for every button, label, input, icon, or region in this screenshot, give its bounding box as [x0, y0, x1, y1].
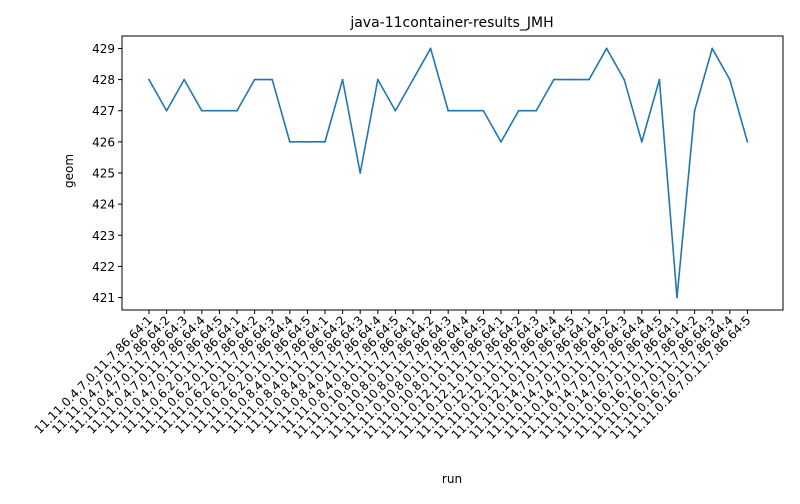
data-point	[535, 109, 538, 112]
data-point	[464, 109, 467, 112]
y-tick-label: 426	[92, 135, 115, 149]
y-tick-label: 421	[92, 291, 115, 305]
data-point	[746, 140, 749, 143]
data-point	[306, 140, 309, 143]
series-layer	[148, 47, 749, 299]
data-point	[359, 172, 362, 174]
data-point	[658, 78, 661, 81]
x-axis-label: run	[442, 472, 462, 486]
data-point	[693, 109, 696, 112]
data-point	[412, 78, 414, 81]
data-point	[183, 78, 186, 81]
data-point	[341, 78, 344, 81]
data-point	[394, 109, 397, 112]
chart-title: java-11container-results_JMH	[349, 15, 553, 31]
data-point	[218, 109, 221, 112]
data-point	[376, 78, 379, 81]
plot-frame	[121, 35, 784, 311]
data-point	[517, 109, 520, 112]
data-point	[588, 78, 590, 81]
data-point	[148, 78, 150, 81]
data-point	[324, 140, 326, 143]
y-tick-label: 422	[92, 260, 115, 274]
x-axis-ticks: 11.11.0.4.7.0.11.7.86.64:111.11.0.4.7.0.…	[32, 310, 754, 442]
data-point	[288, 140, 291, 143]
data-point	[605, 47, 608, 50]
y-tick-label: 429	[92, 42, 115, 56]
data-point	[552, 78, 555, 81]
y-tick-label: 425	[92, 167, 115, 181]
y-tick-label: 423	[92, 229, 115, 243]
data-point	[676, 296, 678, 299]
data-point	[271, 78, 274, 81]
data-point	[623, 78, 626, 81]
data-point	[236, 109, 238, 112]
data-point	[200, 109, 203, 112]
y-tick-label: 427	[92, 104, 115, 118]
data-point	[429, 47, 432, 50]
data-point	[640, 140, 643, 143]
data-point	[570, 78, 573, 81]
data-point	[500, 140, 502, 143]
data-point	[253, 78, 256, 81]
y-tick-label: 424	[92, 198, 115, 212]
data-point	[711, 47, 714, 50]
data-point	[728, 78, 731, 81]
y-axis-ticks: 421 422 423 424 425 426 427 428 429	[92, 42, 122, 305]
y-axis-label: geom	[62, 154, 76, 188]
y-tick-label: 428	[92, 73, 115, 87]
data-point	[447, 109, 450, 112]
data-point	[165, 109, 168, 112]
data-point	[482, 109, 485, 112]
